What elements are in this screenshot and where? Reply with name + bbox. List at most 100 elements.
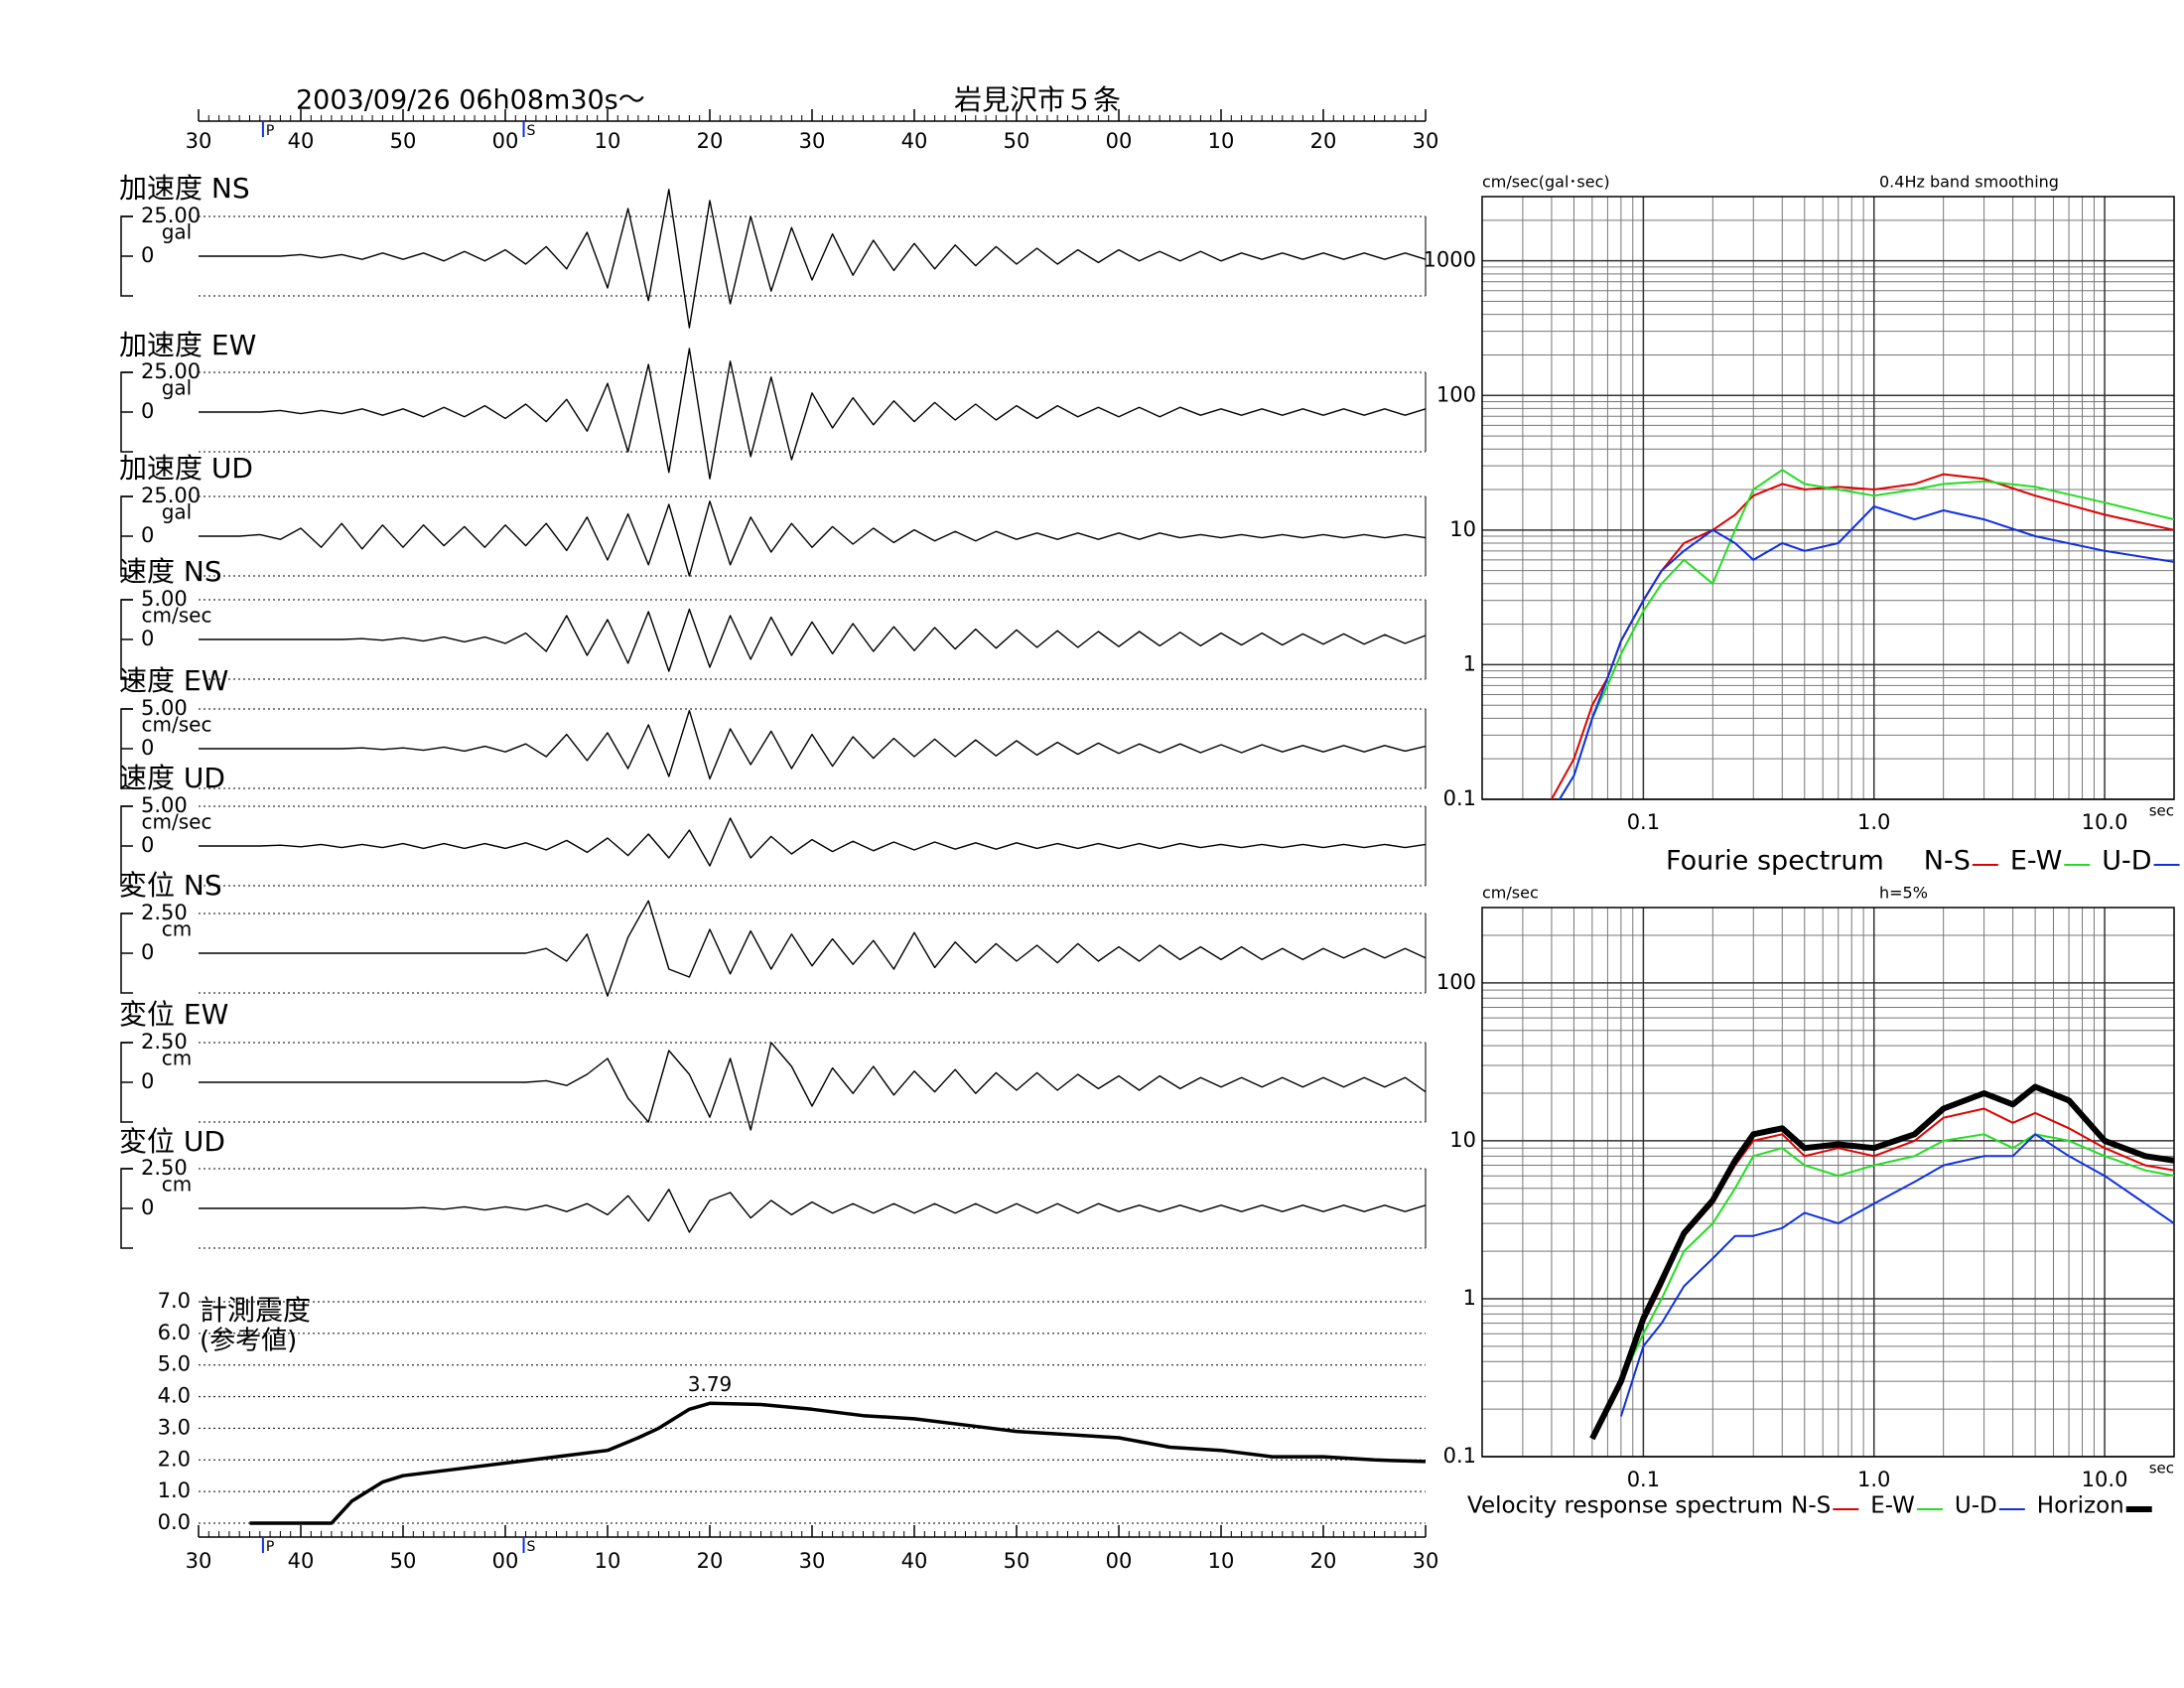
y-tick-label: 4.0 — [158, 1384, 191, 1408]
trace-tick-label: 5.00 — [141, 587, 188, 611]
trace-tick-label: 0 — [141, 1069, 154, 1093]
phase-marker-label: P — [266, 123, 274, 139]
series-group — [1551, 469, 2174, 799]
y-tick-label: 5.0 — [158, 1352, 191, 1376]
waveform — [199, 348, 1427, 480]
waveform — [199, 817, 1427, 867]
trace-label: 変位 UD — [119, 1125, 225, 1158]
y-tick-label: 1 — [1463, 651, 1476, 675]
y-tick-label: 100 — [1436, 970, 1476, 994]
trace-tick-label: 0 — [141, 243, 154, 267]
intensity-subtitle: (参考値) — [200, 1327, 297, 1356]
time-tick-label: 40 — [288, 129, 315, 153]
time-tick-label: 30 — [799, 129, 826, 153]
plot-note: h=5% — [1879, 884, 1928, 903]
trace-unit: cm — [162, 917, 192, 941]
x-tick-label: 1.0 — [1857, 1468, 1890, 1491]
trace-label: 加速度 NS — [119, 172, 250, 205]
waveform — [199, 500, 1427, 577]
record-title: 2003/09/26 06h08m30s〜 — [296, 85, 645, 116]
y-tick-label: 10 — [1449, 1128, 1476, 1152]
trace-tick-label: 2.50 — [141, 901, 188, 924]
trace-tick-label: 5.00 — [141, 696, 188, 720]
trace-tick-label: 0 — [141, 736, 154, 760]
time-tick-label: 10 — [1208, 1549, 1235, 1573]
x-tick-label: 10.0 — [2082, 1468, 2128, 1491]
plot-note: 0.4Hz band smoothing — [1879, 173, 2059, 192]
phase-marker-label: S — [527, 1539, 536, 1555]
trace-tick-label: 0 — [141, 627, 154, 650]
legend-title: Fourie spectrum — [1666, 846, 1884, 877]
time-tick-label: 40 — [288, 1549, 315, 1573]
waveform — [199, 1042, 1427, 1131]
trace-tick-label: 25.00 — [141, 484, 201, 507]
time-tick-label: 10 — [595, 1549, 621, 1573]
time-tick-label: 40 — [901, 1549, 928, 1573]
waveform — [199, 900, 1427, 997]
y-tick-label: 1.0 — [158, 1478, 191, 1502]
trace-unit: cm — [162, 1173, 192, 1196]
time-tick-label: 20 — [1310, 1549, 1337, 1573]
intensity-title: 計測震度 — [200, 1294, 311, 1327]
time-tick-label: 40 — [901, 129, 928, 153]
time-tick-label: 00 — [492, 1549, 519, 1573]
legend-label: E-W — [2010, 846, 2062, 877]
x-axis-label: sec — [2149, 802, 2174, 820]
x-tick-label: 0.1 — [1627, 1468, 1660, 1491]
legend-label: U-D — [1955, 1493, 1997, 1519]
legend-label: N-S — [1924, 846, 1971, 877]
trace-unit: cm/sec — [142, 810, 212, 834]
phase-marker-label: S — [527, 123, 536, 139]
trace-tick-label: 25.00 — [141, 204, 201, 227]
trace-tick-label: 0 — [141, 399, 154, 423]
y-tick-label: 10 — [1449, 517, 1476, 541]
time-tick-label: 50 — [1004, 129, 1030, 153]
y-tick-label: 0.1 — [1443, 786, 1476, 810]
intensity-line — [249, 1401, 1427, 1525]
trace-unit: gal — [162, 376, 193, 400]
spectrum-line — [1591, 1133, 2174, 1440]
x-tick-label: 1.0 — [1857, 810, 1890, 834]
time-tick-label: 20 — [697, 1549, 724, 1573]
time-tick-label: 30 — [186, 129, 212, 153]
trace-label: 変位 NS — [119, 869, 222, 902]
plot-frame — [1481, 196, 2175, 800]
y-axis-label: cm/sec — [1482, 884, 1539, 903]
y-tick-label: 0.1 — [1443, 1444, 1476, 1468]
waveform — [199, 1189, 1427, 1233]
trace-tick-label: 2.50 — [141, 1156, 188, 1180]
trace-unit: cm/sec — [142, 604, 212, 628]
time-tick-label: 30 — [186, 1549, 212, 1573]
y-tick-label: 3.0 — [158, 1415, 191, 1439]
station-name: 岩見沢市５条 — [954, 83, 1121, 116]
legend-title: Velocity response spectrum — [1467, 1493, 1783, 1519]
trace-label: 変位 EW — [119, 998, 228, 1031]
trace-label: 速度 NS — [119, 555, 222, 588]
y-tick-label: 1 — [1463, 1286, 1476, 1310]
y-tick-label: 0.0 — [158, 1510, 191, 1534]
trace-tick-label: 0 — [141, 523, 154, 547]
trace-tick-label: 25.00 — [141, 359, 201, 383]
y-tick-label: 7.0 — [158, 1289, 191, 1313]
time-tick-label: 50 — [390, 129, 417, 153]
spectrum-line — [1558, 505, 2174, 799]
time-tick-label: 20 — [1310, 129, 1337, 153]
spectrum-line — [1551, 473, 2174, 799]
time-tick-label: 20 — [697, 129, 724, 153]
time-tick-label: 00 — [492, 129, 519, 153]
phase-marker-label: P — [266, 1539, 274, 1555]
time-tick-label: 50 — [390, 1549, 417, 1573]
trace-unit: cm/sec — [142, 713, 212, 737]
waveform — [199, 189, 1427, 329]
x-tick-label: 10.0 — [2082, 810, 2128, 834]
series-group — [1589, 1083, 2174, 1441]
trace-tick-label: 0 — [141, 833, 154, 857]
trace-tick-label: 2.50 — [141, 1030, 188, 1054]
time-tick-label: 00 — [1106, 1549, 1133, 1573]
spectrum-line — [1589, 1083, 2174, 1441]
trace-unit: cm — [162, 1047, 192, 1070]
spectrum-line — [1591, 1107, 2174, 1440]
legend-label: Horizon — [2037, 1493, 2124, 1519]
